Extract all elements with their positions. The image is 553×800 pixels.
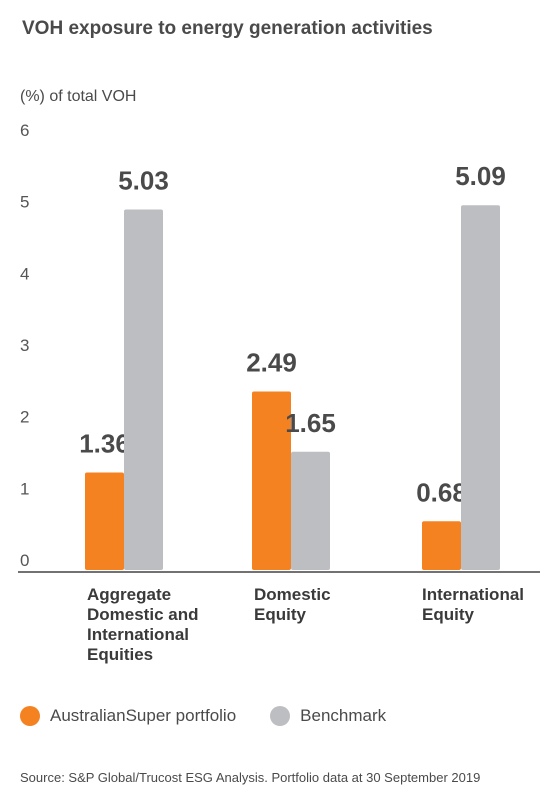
data-label: 5.03 [118, 166, 169, 196]
category-label: Equity [422, 605, 474, 624]
y-tick-label: 2 [20, 408, 29, 427]
legend-label-portfolio: AustralianSuper portfolio [50, 706, 237, 725]
source-note: Source: S&P Global/Trucost ESG Analysis.… [20, 770, 481, 785]
data-label: 1.65 [285, 408, 336, 438]
category-label: International [87, 625, 189, 644]
category-label: International [422, 585, 524, 604]
legend-label-benchmark: Benchmark [300, 706, 387, 725]
bar-benchmark [461, 205, 500, 570]
y-tick-label: 3 [20, 336, 29, 355]
y-tick-label: 5 [20, 193, 29, 212]
bar-chart: 0 1 2 3 4 5 6 1.36 2.49 0.68 5.03 1.65 5.09 Aggregate… [18, 121, 540, 664]
legend-swatch-portfolio [20, 706, 40, 726]
category-label: Aggregate [87, 585, 171, 604]
legend-item-benchmark: Benchmark [270, 706, 386, 726]
category-label: Domestic and [87, 605, 198, 624]
bar-benchmark [124, 209, 163, 570]
legend-item-portfolio: AustralianSuper portfolio [20, 706, 236, 726]
data-label: 1.36 [79, 429, 130, 459]
chart-title: VOH exposure to energy generation activi… [22, 18, 433, 39]
category-label: Domestic [254, 585, 331, 604]
bar-benchmark [291, 451, 330, 570]
category-label: Equity [254, 605, 306, 624]
data-label: 2.49 [246, 348, 297, 378]
bar-portfolio [422, 521, 461, 570]
y-tick-label: 1 [20, 479, 29, 498]
y-tick-label: 4 [20, 264, 29, 283]
data-label: 0.68 [416, 477, 467, 507]
data-label: 5.09 [455, 161, 506, 191]
bar-portfolio [252, 391, 291, 570]
y-tick-label: 0 [20, 551, 29, 570]
legend: AustralianSuper portfolio Benchmark [20, 706, 420, 726]
legend-swatch-benchmark [270, 706, 291, 726]
y-axis-label: (%) of total VOH [20, 88, 137, 105]
y-tick-label: 6 [20, 121, 29, 140]
bar-portfolio [85, 472, 124, 570]
category-label: Equities [87, 645, 153, 664]
